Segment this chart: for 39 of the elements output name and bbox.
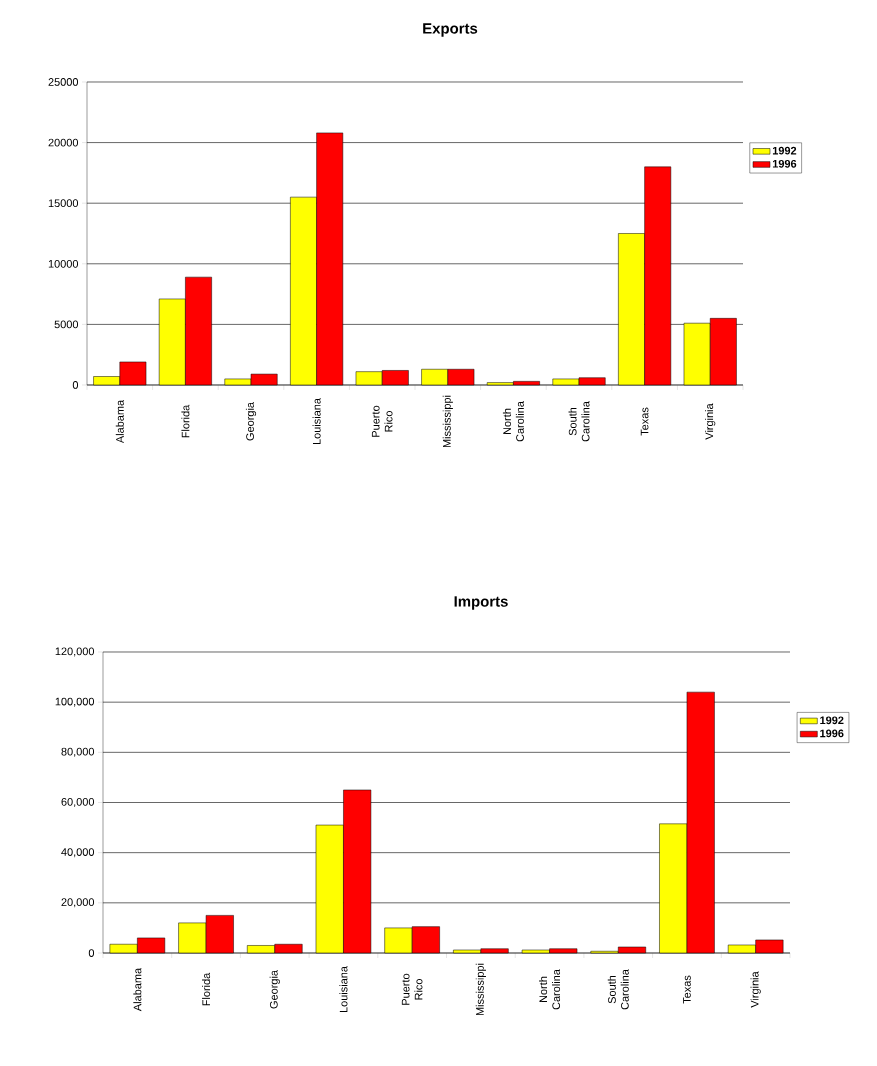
y-tick-label: 120,000 xyxy=(55,647,95,657)
x-tick-label: North Carolina xyxy=(502,401,524,442)
x-tick-label: Virginia xyxy=(750,971,761,1008)
x-tick-label: Florida xyxy=(181,404,190,438)
y-tick-label: 20000 xyxy=(48,138,79,147)
x-tick-label: Mississippi xyxy=(442,395,453,448)
x-tick-label: Puerto Rico xyxy=(401,973,423,1005)
x-tick-label: Texas xyxy=(640,407,649,436)
y-tick-label: 80,000 xyxy=(61,747,95,757)
y-tick-label: 10000 xyxy=(48,259,79,268)
x-tick-label: Georgia xyxy=(245,402,257,441)
x-tick-label: South Carolina xyxy=(607,969,629,1010)
x-tick-label: Mississippi xyxy=(475,963,486,1016)
y-tick-label: 20,000 xyxy=(61,898,95,908)
y-tick-label: 100,000 xyxy=(55,697,95,707)
legend-label: 1996 xyxy=(820,729,844,738)
legend-label: 1992 xyxy=(820,716,844,725)
y-tick-label: 25000 xyxy=(48,78,79,86)
x-tick-label: Louisiana xyxy=(339,966,348,1013)
x-tick-label: Florida xyxy=(202,972,211,1006)
y-tick-label: 5000 xyxy=(54,320,79,329)
x-tick-label: Georgia xyxy=(269,970,280,1009)
x-tick-label: Louisiana xyxy=(312,398,321,445)
chart-title: Imports xyxy=(454,596,508,610)
chart-title: Exports xyxy=(423,23,478,37)
legend-label: 1992 xyxy=(772,146,797,155)
legend-label: 1996 xyxy=(772,159,797,168)
y-tick-label: 60,000 xyxy=(61,797,95,808)
x-tick-label: Texas xyxy=(683,975,691,1004)
y-tick-label: 40,000 xyxy=(61,848,95,858)
x-tick-label: Alabama xyxy=(115,399,124,444)
x-tick-label: North Carolina xyxy=(539,969,561,1010)
x-tick-label: Puerto Rico xyxy=(371,405,393,437)
x-tick-label: Alabama xyxy=(133,967,142,1012)
y-tick-label: 15000 xyxy=(48,199,79,208)
x-tick-label: South Carolina xyxy=(568,401,590,442)
y-tick-label: 0 xyxy=(88,949,95,957)
x-tick-label: Virginia xyxy=(705,403,716,440)
y-tick-label: 0 xyxy=(72,381,79,389)
